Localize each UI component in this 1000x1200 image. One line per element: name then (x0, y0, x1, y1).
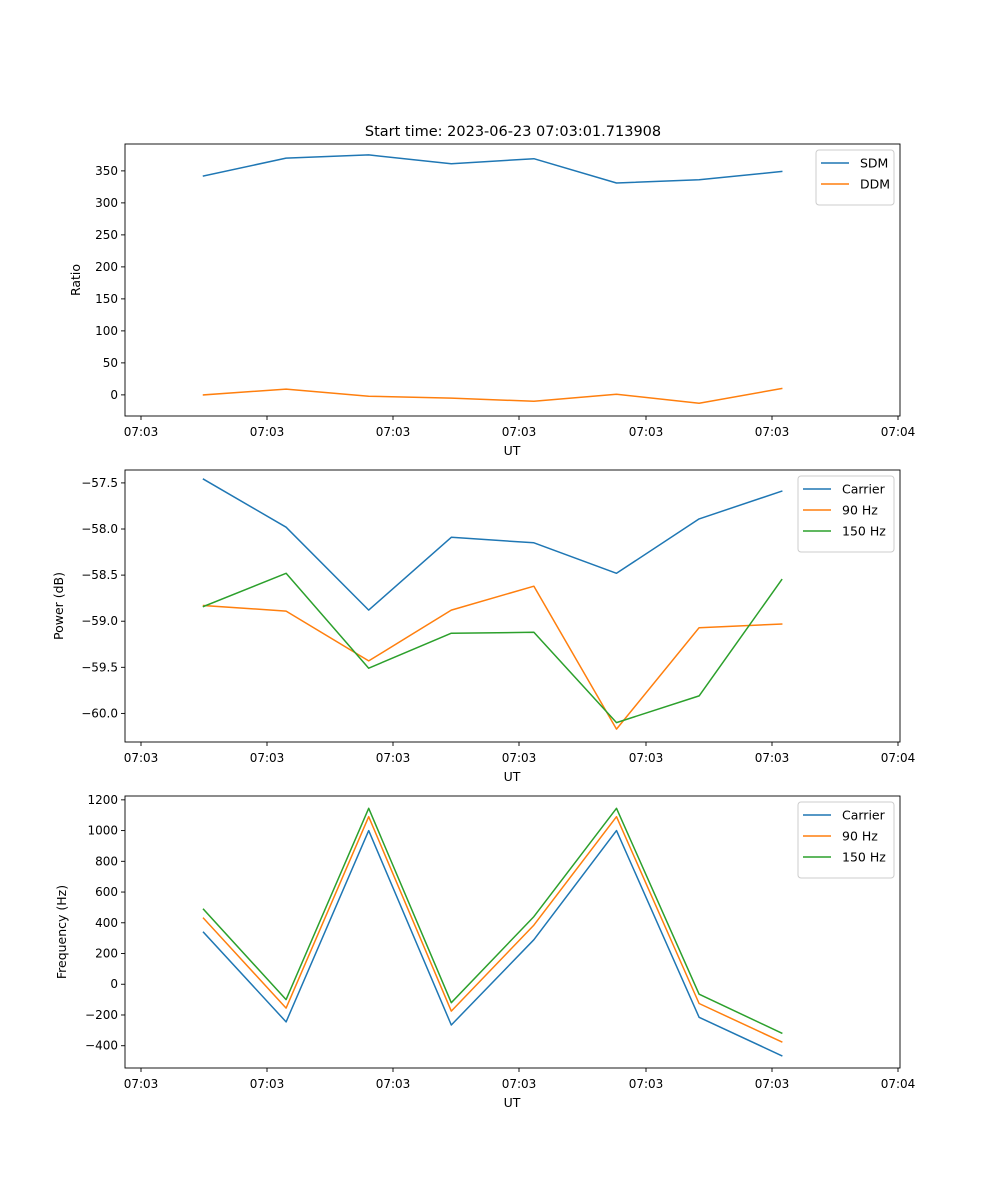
series-line-carrier (202, 829, 783, 1057)
y-tick-label: 300 (95, 196, 118, 210)
x-tick-label: 07:03 (376, 751, 411, 765)
x-tick-label: 07:03 (502, 751, 537, 765)
x-axis-label: UT (504, 1095, 521, 1110)
y-tick-label: 0 (110, 977, 118, 991)
y-tick-label: −58.0 (81, 522, 118, 536)
y-tick-label: 600 (95, 885, 118, 899)
x-tick-label: 07:03 (124, 425, 159, 439)
x-tick-label: 07:03 (755, 425, 790, 439)
series-line-150-hz (202, 572, 783, 724)
legend: SDM DDM (815, 149, 895, 206)
y-tick-label: 0 (110, 388, 118, 402)
legend-label: Carrier (842, 808, 886, 823)
y-tick-label: −59.5 (81, 660, 118, 674)
y-tick-label: −60.0 (81, 706, 118, 720)
x-tick-label: 07:04 (881, 751, 916, 765)
series-line-150-hz (202, 807, 783, 1035)
y-tick-label: 50 (103, 356, 118, 370)
x-tick-label: 07:03 (376, 425, 411, 439)
series-line-90-hz (202, 815, 783, 1043)
axes-frame (124, 143, 901, 417)
legend-label: Carrier (842, 482, 886, 497)
x-tick-label: 07:03 (124, 751, 159, 765)
legend-label: 150 Hz (842, 524, 886, 539)
series-line-sdm (202, 154, 783, 184)
y-tick-label: 350 (95, 164, 118, 178)
x-tick-label: 07:03 (755, 1077, 790, 1091)
x-tick-label: 07:03 (376, 1077, 411, 1091)
legend-label: DDM (860, 177, 890, 192)
x-axis-label: UT (504, 443, 521, 458)
x-tick-label: 07:03 (250, 425, 285, 439)
legend: Carrier 90 Hz 150 Hz (797, 475, 895, 553)
x-tick-label: 07:03 (250, 1077, 285, 1091)
plots-container: 07:03 07:03 07:03 07:03 07:03 07:03 07:04 0 50 10… (51, 143, 916, 1110)
y-tick-label: −59.0 (81, 614, 118, 628)
chart-title: Start time: 2023-06-23 07:03:01.713908 (365, 124, 661, 140)
legend-label: 90 Hz (842, 829, 878, 844)
subplot-2: 07:03 07:03 07:03 07:03 07:03 07:03 07:04 −57.5… (51, 469, 916, 784)
x-tick-label: 07:03 (502, 1077, 537, 1091)
y-tick-label: 200 (95, 947, 118, 961)
x-tick-label: 07:03 (629, 425, 664, 439)
x-tick-label: 07:03 (250, 751, 285, 765)
y-tick-label: −58.5 (81, 568, 118, 582)
series-line-carrier (202, 478, 783, 611)
x-tick-label: 07:03 (629, 1077, 664, 1091)
y-tick-label: 250 (95, 228, 118, 242)
y-tick-label: 1200 (87, 793, 118, 807)
subplot-3: 07:03 07:03 07:03 07:03 07:03 07:03 07:04 −400 −… (54, 793, 915, 1110)
x-tick-label: 07:03 (124, 1077, 159, 1091)
legend-label: SDM (860, 156, 888, 171)
series-line-90-hz (202, 585, 783, 730)
y-axis-label: Frequency (Hz) (54, 885, 69, 979)
series-line-ddm (202, 387, 783, 404)
x-axis-label: UT (504, 769, 521, 784)
y-tick-label: 800 (95, 854, 118, 868)
y-tick-label: 100 (95, 324, 118, 338)
y-tick-label: 1000 (87, 824, 118, 838)
axes-frame (124, 795, 901, 1069)
y-tick-label: −57.5 (81, 476, 118, 490)
legend: Carrier 90 Hz 150 Hz (797, 801, 895, 879)
x-tick-label: 07:03 (502, 425, 537, 439)
y-axis-label: Ratio (68, 264, 83, 296)
legend-label: 90 Hz (842, 503, 878, 518)
legend-box (797, 475, 895, 553)
x-tick-label: 07:04 (881, 425, 916, 439)
legend-box (797, 801, 895, 879)
subplot-1: 07:03 07:03 07:03 07:03 07:03 07:03 07:04 0 50 10… (68, 143, 916, 458)
y-axis-label: Power (dB) (51, 572, 66, 640)
legend-label: 150 Hz (842, 850, 886, 865)
y-tick-label: 400 (95, 916, 118, 930)
y-tick-label: −200 (85, 1008, 118, 1022)
y-tick-label: −400 (85, 1039, 118, 1053)
x-tick-label: 07:03 (755, 751, 790, 765)
axes-frame (124, 469, 901, 743)
y-tick-label: 150 (95, 292, 118, 306)
x-tick-label: 07:03 (629, 751, 664, 765)
y-tick-label: 200 (95, 260, 118, 274)
x-tick-label: 07:04 (881, 1077, 916, 1091)
